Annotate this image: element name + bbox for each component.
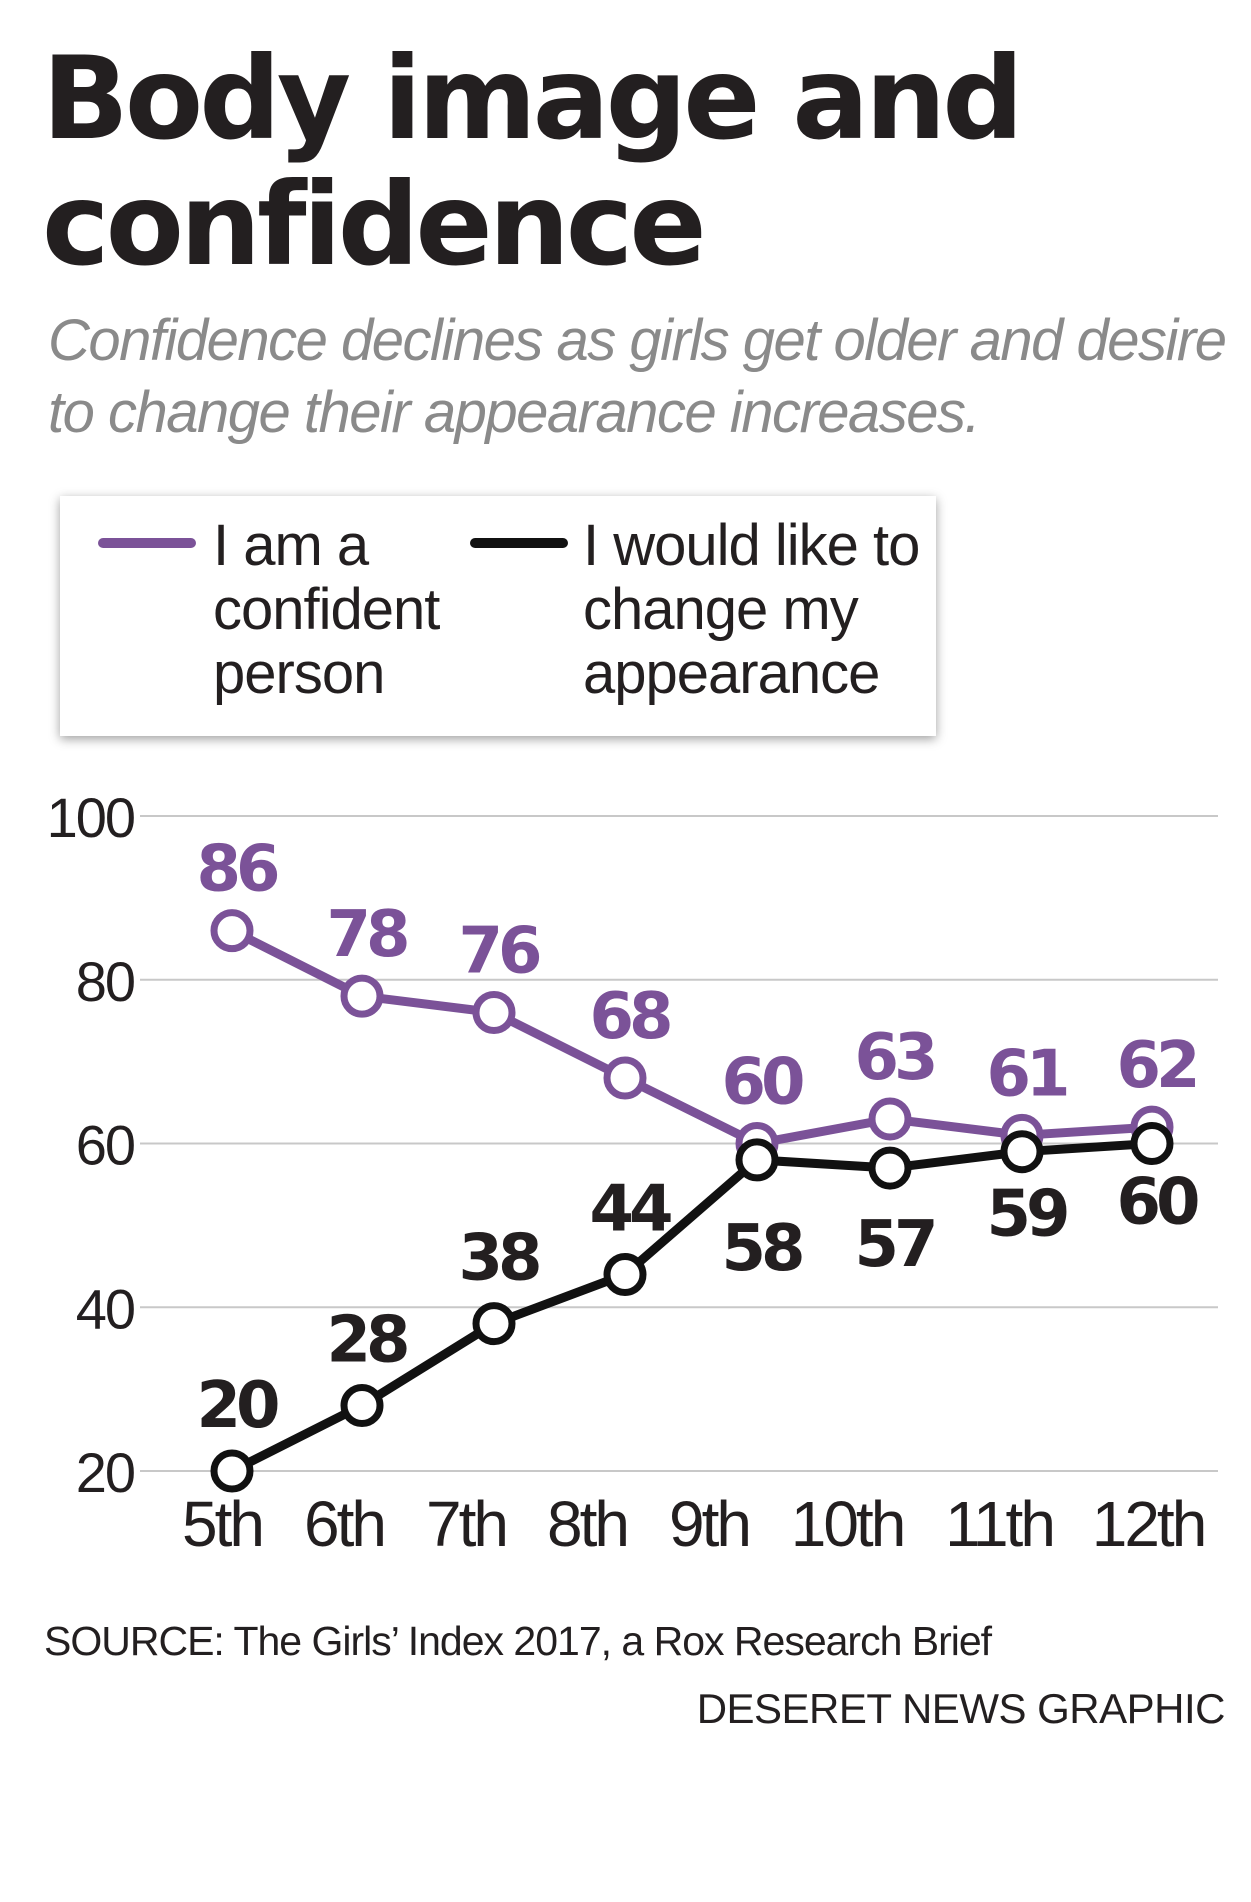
data-label-1-9th: 58 (721, 1212, 802, 1286)
data-label-0-10th: 63 (854, 1021, 934, 1095)
series-line-1 (227, 1139, 1157, 1476)
y-tick-label-60: 60 (76, 1114, 134, 1177)
x-tick-label-7th: 7th (426, 1488, 506, 1560)
data-point-1-5th (210, 1449, 254, 1493)
data-point-1-9th (735, 1138, 779, 1182)
grid-lines (140, 815, 1218, 1472)
legend-swatch-change (470, 538, 568, 548)
data-label-1-8th: 44 (589, 1173, 671, 1247)
series-line-0 (227, 926, 1157, 1148)
data-point-1-10th (868, 1146, 912, 1190)
data-point-1-7th (472, 1302, 516, 1346)
data-label-0-6th: 78 (326, 898, 407, 972)
data-label-0-5th: 86 (196, 833, 278, 907)
x-tick-label-9th: 9th (669, 1488, 749, 1560)
series-group: 86 78 76 68 60 63 61 62 20 28 38 44 58 57 59 60 (196, 833, 1203, 1493)
source-note: SOURCE: The Girls’ Index 2017, a Rox Res… (44, 1618, 992, 1664)
legend-label-change-line-2: change my (583, 577, 859, 642)
x-axis: 5th 6th 7th 8th 9th 10th 11th 12th (182, 1488, 1207, 1560)
legend-label-change-line-3: appearance (583, 641, 880, 706)
legend-label-confident-line-2: confident (213, 577, 440, 642)
legend-label-confident-line-1: I am a (213, 513, 369, 578)
legend-label-confident-line-3: person (213, 641, 385, 706)
y-axis: 20 40 60 80 100 (47, 786, 136, 1504)
x-tick-label-12th: 12th (1092, 1488, 1205, 1560)
x-tick-label-5th: 5th (182, 1488, 262, 1560)
data-label-0-9th: 60 (721, 1046, 803, 1120)
data-label-1-5th: 20 (196, 1369, 278, 1443)
data-point-1-8th (603, 1253, 647, 1296)
x-tick-label-10th: 10th (791, 1488, 904, 1560)
data-label-0-8th: 68 (589, 980, 670, 1054)
y-tick-label-100: 100 (47, 786, 134, 849)
legend-label-change: I would like to change my appearance (583, 513, 920, 706)
data-point-0-6th (340, 974, 384, 1018)
x-tick-label-11th: 11th (945, 1488, 1053, 1560)
y-tick-label-20: 20 (76, 1441, 134, 1504)
data-label-1-7th: 38 (458, 1222, 539, 1296)
data-point-1-6th (340, 1384, 384, 1427)
legend-label-confident: I am a confident person (213, 513, 440, 706)
data-point-0-8th (603, 1056, 647, 1100)
chart-title: Body image and confidence (42, 32, 1024, 291)
data-label-0-7th: 76 (458, 915, 540, 989)
data-label-1-11th: 59 (986, 1178, 1067, 1252)
legend: I am a confident person I would like to … (60, 496, 936, 736)
data-point-0-10th (868, 1097, 912, 1141)
x-tick-label-6th: 6th (304, 1488, 384, 1560)
y-tick-label-40: 40 (76, 1277, 134, 1340)
chart-subtitle: Confidence declines as girls get older a… (48, 308, 1227, 445)
credit-line: DESERET NEWS GRAPHIC (696, 1685, 1226, 1732)
y-tick-label-80: 80 (76, 950, 134, 1013)
data-label-0-11th: 61 (986, 1037, 1067, 1111)
x-tick-label-8th: 8th (547, 1488, 627, 1560)
data-label-1-6th: 28 (326, 1304, 407, 1378)
data-point-1-11th (1000, 1130, 1044, 1174)
data-point-0-5th (210, 909, 254, 953)
legend-swatch-confident (98, 538, 196, 548)
data-point-0-7th (472, 991, 516, 1034)
data-label-0-12th: 62 (1116, 1029, 1195, 1103)
data-label-1-12th: 60 (1116, 1166, 1198, 1240)
legend-label-change-line-1: I would like to (583, 513, 920, 578)
data-point-1-12th (1130, 1122, 1174, 1165)
data-label-1-10th: 57 (854, 1208, 934, 1282)
